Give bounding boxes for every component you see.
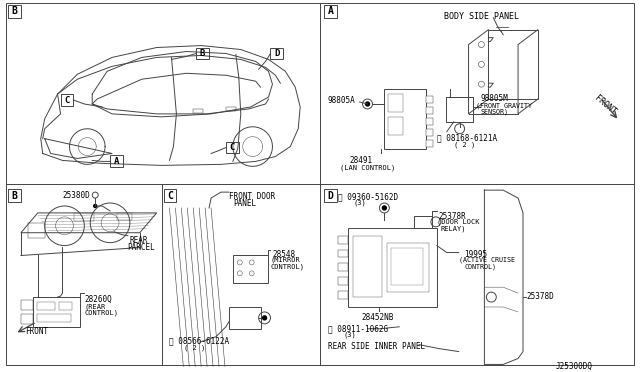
Text: D: D (274, 49, 280, 58)
Text: Ⓑ 08168-6121A: Ⓑ 08168-6121A (437, 134, 497, 143)
Text: (FRONT GRAVITY: (FRONT GRAVITY (476, 102, 532, 109)
Text: 25378R: 25378R (439, 212, 467, 221)
Circle shape (365, 102, 369, 106)
Bar (36, 314, 72, 322)
Bar (324, 189, 337, 202)
Bar (8, 5, 21, 18)
Text: 98805M: 98805M (481, 94, 508, 103)
Text: 28548: 28548 (273, 250, 296, 259)
Text: (3): (3) (354, 199, 367, 206)
Circle shape (382, 206, 387, 210)
Bar (196, 48, 209, 60)
Text: Ⓝ 08911-1062G: Ⓝ 08911-1062G (328, 325, 388, 334)
Bar (353, 236, 382, 297)
Circle shape (93, 205, 97, 208)
Bar (193, 109, 203, 113)
Bar (348, 228, 437, 307)
Text: 25380D: 25380D (63, 191, 90, 200)
Bar (338, 236, 348, 244)
Text: SENSOR): SENSOR) (481, 109, 508, 115)
Bar (59, 302, 72, 310)
Text: D: D (328, 190, 333, 201)
Bar (164, 189, 177, 202)
Text: (ACTIVE CRUISE: (ACTIVE CRUISE (459, 256, 515, 263)
Bar (74, 213, 94, 221)
Text: (MIRROR: (MIRROR (271, 256, 300, 263)
Text: FRONT: FRONT (593, 94, 617, 117)
Bar (391, 248, 423, 285)
Bar (426, 96, 433, 103)
Bar (338, 277, 348, 285)
Bar (426, 107, 433, 114)
Bar (388, 117, 403, 135)
Text: CONTROL): CONTROL) (84, 310, 118, 317)
Bar (21, 300, 33, 310)
Bar (117, 213, 132, 220)
Text: REAR: REAR (130, 236, 148, 245)
Text: A: A (328, 6, 333, 16)
Bar (338, 250, 348, 257)
Text: 98805A: 98805A (328, 96, 356, 105)
Text: 28260Q: 28260Q (84, 295, 112, 304)
Text: C: C (64, 96, 70, 105)
Text: PANEL: PANEL (233, 199, 256, 208)
Text: CONTROL): CONTROL) (465, 263, 497, 270)
Bar (226, 107, 236, 111)
Bar (33, 297, 81, 327)
Bar (388, 94, 403, 112)
Text: RELAY): RELAY) (441, 226, 467, 232)
Text: C: C (167, 190, 173, 201)
Text: PARCEL: PARCEL (127, 243, 155, 251)
Bar (338, 263, 348, 271)
Bar (229, 307, 260, 329)
Bar (110, 155, 123, 167)
Bar (233, 256, 268, 283)
Bar (61, 94, 74, 106)
Bar (385, 89, 426, 148)
Text: FRONT DOOR: FRONT DOOR (229, 192, 275, 201)
Bar (21, 314, 33, 324)
Text: 19995: 19995 (465, 250, 488, 259)
Text: (LAN CONTROL): (LAN CONTROL) (340, 164, 395, 171)
Text: B: B (12, 6, 17, 16)
Bar (8, 189, 21, 202)
Text: 28452NB: 28452NB (362, 313, 394, 322)
Text: Ⓢ 08566-6122A: Ⓢ 08566-6122A (170, 337, 230, 346)
Bar (36, 302, 54, 310)
Text: (DOOR LOCK: (DOOR LOCK (437, 219, 479, 225)
Text: B: B (200, 49, 205, 58)
Text: B: B (12, 190, 17, 201)
Bar (387, 243, 429, 292)
Bar (426, 129, 433, 136)
Text: C: C (230, 143, 235, 152)
Bar (271, 48, 284, 60)
Text: 28491: 28491 (349, 157, 373, 166)
Bar (446, 97, 474, 122)
Text: CONTROL): CONTROL) (271, 263, 305, 270)
Text: BODY SIDE PANEL: BODY SIDE PANEL (444, 12, 519, 21)
Text: ( 2 ): ( 2 ) (454, 142, 475, 148)
Text: 25378D: 25378D (526, 292, 554, 301)
Text: FRONT: FRONT (25, 327, 48, 336)
Bar (324, 5, 337, 18)
Circle shape (262, 316, 266, 320)
Bar (226, 142, 239, 154)
Bar (426, 140, 433, 147)
Text: (3): (3) (344, 332, 356, 338)
Bar (414, 216, 432, 228)
Text: (REAR: (REAR (84, 303, 106, 310)
Text: REAR SIDE INNER PANEL: REAR SIDE INNER PANEL (328, 341, 425, 351)
Bar (338, 291, 348, 299)
Text: Ⓖ 09360-5162D: Ⓖ 09360-5162D (338, 192, 398, 201)
Text: J25300DQ: J25300DQ (556, 362, 593, 371)
Bar (426, 118, 433, 125)
Text: A: A (114, 157, 119, 166)
Text: ( 2 ): ( 2 ) (184, 344, 205, 351)
